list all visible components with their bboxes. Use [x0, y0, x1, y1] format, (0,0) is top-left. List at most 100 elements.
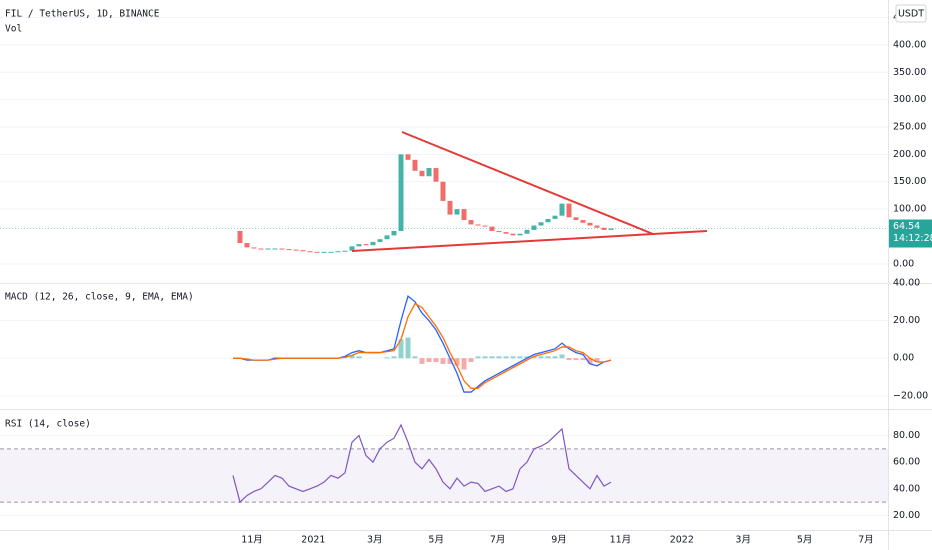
candle: [601, 227, 607, 230]
candle: [552, 215, 558, 219]
candle: [496, 230, 502, 233]
candle: [384, 235, 390, 240]
x-tick-label: 7月: [858, 535, 874, 546]
candle: [503, 232, 509, 234]
y-tick-label: 200.00: [893, 149, 926, 160]
histogram-bar: [356, 356, 362, 359]
candle: [300, 250, 306, 252]
last-price-box: [889, 219, 932, 248]
candle: [461, 209, 467, 221]
candle: [328, 251, 334, 253]
histogram-bar: [482, 356, 488, 359]
candle: [405, 154, 411, 160]
candle: [363, 244, 369, 246]
y-tick-label: 40.00: [893, 483, 920, 494]
histogram-bar: [349, 355, 355, 359]
candle: [475, 224, 481, 226]
y-tick-label: 350.00: [893, 67, 926, 78]
x-tick-label: 3月: [367, 535, 383, 546]
x-tick-label: 5月: [797, 535, 813, 546]
histogram-bar: [426, 358, 432, 362]
histogram-bar: [440, 358, 446, 364]
candle: [580, 220, 586, 223]
symbol-title: FIL / TetherUS, 1D, BINANCE: [5, 9, 160, 20]
y-tick-label: 60.00: [893, 457, 920, 468]
histogram-bar: [475, 356, 481, 359]
trend-line: [401, 131, 654, 235]
histogram-bar: [405, 337, 411, 359]
y-tick-label: 40.00: [893, 278, 920, 289]
candle: [279, 248, 285, 250]
histogram-bar: [496, 356, 502, 359]
currency-box[interactable]: [895, 4, 927, 23]
candle: [433, 168, 439, 182]
y-tick-label: 150.00: [893, 176, 926, 187]
candle: [531, 225, 537, 230]
candle: [370, 241, 376, 246]
candle: [335, 251, 341, 253]
candle: [447, 200, 453, 215]
histogram-bar: [447, 358, 453, 364]
candle: [237, 230, 243, 244]
candle: [419, 170, 425, 177]
candle: [454, 209, 460, 215]
x-tick-label: 11月: [610, 535, 632, 546]
countdown: 14:12:28: [893, 233, 932, 244]
last-price: 64.54: [893, 221, 920, 232]
rsi-band: [0, 448, 888, 503]
marks: 450.00400.00350.00300.00250.00200.00150.…: [0, 12, 932, 546]
candle: [321, 251, 327, 253]
y-tick-label: 0.00: [893, 353, 914, 364]
rsi-line: [232, 423, 612, 504]
x-tick-label: 7月: [490, 535, 506, 546]
x-tick-label: 11月: [241, 535, 263, 546]
candle: [398, 154, 404, 231]
volume-label: Vol: [5, 24, 22, 35]
candle: [489, 226, 495, 231]
histogram-bar: [517, 356, 523, 359]
candle: [412, 159, 418, 171]
currency: USDT: [898, 9, 924, 20]
y-tick-label: 20.00: [893, 510, 920, 521]
x-tick-label: 3月: [735, 535, 751, 546]
rsi-title: RSI (14, close): [5, 419, 91, 430]
histogram-bar: [573, 358, 579, 361]
y-tick-label: 0.00: [893, 258, 914, 269]
candle: [342, 250, 348, 252]
histogram-bar: [468, 358, 474, 362]
candle: [587, 222, 593, 226]
candle: [517, 233, 523, 236]
y-tick-label: 250.00: [893, 121, 926, 132]
histogram-bar: [587, 358, 593, 364]
candle: [545, 218, 551, 223]
y-tick-label: 300.00: [893, 94, 926, 105]
candle: [440, 181, 446, 201]
histogram-bar: [412, 356, 418, 359]
candle: [426, 168, 432, 177]
candle: [377, 239, 383, 242]
histogram-bar: [580, 358, 586, 361]
candle: [356, 244, 362, 247]
histogram-bar: [461, 358, 467, 370]
histogram-bar: [489, 356, 495, 359]
histogram-bar: [419, 358, 425, 364]
macd-line: [233, 302, 612, 389]
candle: [314, 251, 320, 253]
histogram-bar: [531, 356, 537, 359]
x-tick-label: 5月: [428, 535, 444, 546]
histogram-bar: [503, 356, 509, 359]
histogram-bar: [384, 357, 390, 359]
candle: [244, 243, 250, 248]
candle: [286, 249, 292, 251]
candle: [293, 249, 299, 251]
histogram-bar: [398, 339, 404, 359]
candle: [482, 225, 488, 227]
candle: [251, 247, 257, 249]
y-tick-label: 20.00: [893, 315, 920, 326]
candle: [594, 225, 600, 228]
histogram-bar: [545, 356, 551, 359]
candle: [349, 246, 355, 251]
candle: [608, 228, 614, 230]
histogram-bar: [454, 358, 460, 366]
